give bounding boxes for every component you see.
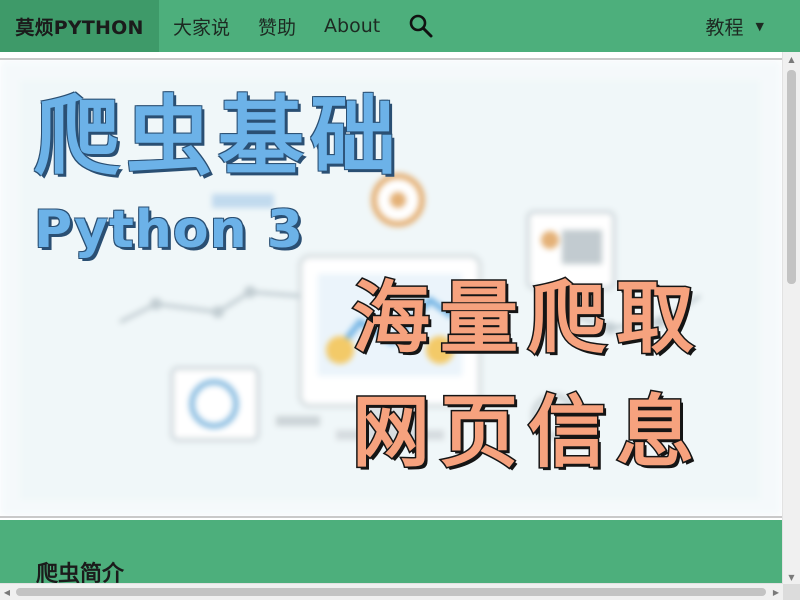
nav-link-zanzhu[interactable]: 赞助 (258, 16, 297, 39)
horizontal-scroll-thumb[interactable] (16, 588, 766, 596)
section-title: 爬虫简介 (36, 562, 125, 587)
tutorials-dropdown-label: 教程 (705, 16, 744, 39)
nav-link-about[interactable]: About (324, 15, 381, 37)
scrollbar-corner (783, 584, 800, 600)
scroll-left-icon[interactable]: ◀ (3, 587, 11, 597)
scroll-up-icon[interactable]: ▲ (788, 54, 795, 64)
vertical-scroll-thumb[interactable] (787, 70, 796, 284)
brand-logo-link[interactable]: 莫烦PYTHON (0, 0, 159, 52)
tutorials-dropdown[interactable]: 教程 ▼ (706, 0, 800, 52)
search-icon[interactable] (406, 11, 436, 41)
hero-banner: 爬虫基础 Python 3 海量爬取 网页信息 (0, 58, 782, 518)
nav-link-dajiashuo[interactable]: 大家说 (173, 16, 231, 39)
hero-slogan-line2: 网页信息 (350, 388, 705, 478)
hero-slogan-line1: 海量爬取 (350, 274, 705, 364)
caret-down-icon: ▼ (755, 19, 764, 33)
vertical-scrollbar[interactable]: ▲ ▼ (782, 52, 800, 584)
scroll-down-icon[interactable]: ▼ (788, 572, 795, 582)
hero-background-illustration (0, 60, 782, 516)
scroll-right-icon[interactable]: ▶ (772, 587, 780, 597)
intro-section: 爬虫简介 (0, 520, 782, 587)
hero-title: 爬虫基础 (34, 87, 402, 187)
top-navbar: 莫烦PYTHON 大家说 赞助 About 教程 ▼ (0, 0, 800, 52)
hero-subtitle: Python 3 (34, 200, 304, 260)
horizontal-scrollbar[interactable]: ◀ ▶ (0, 583, 783, 600)
